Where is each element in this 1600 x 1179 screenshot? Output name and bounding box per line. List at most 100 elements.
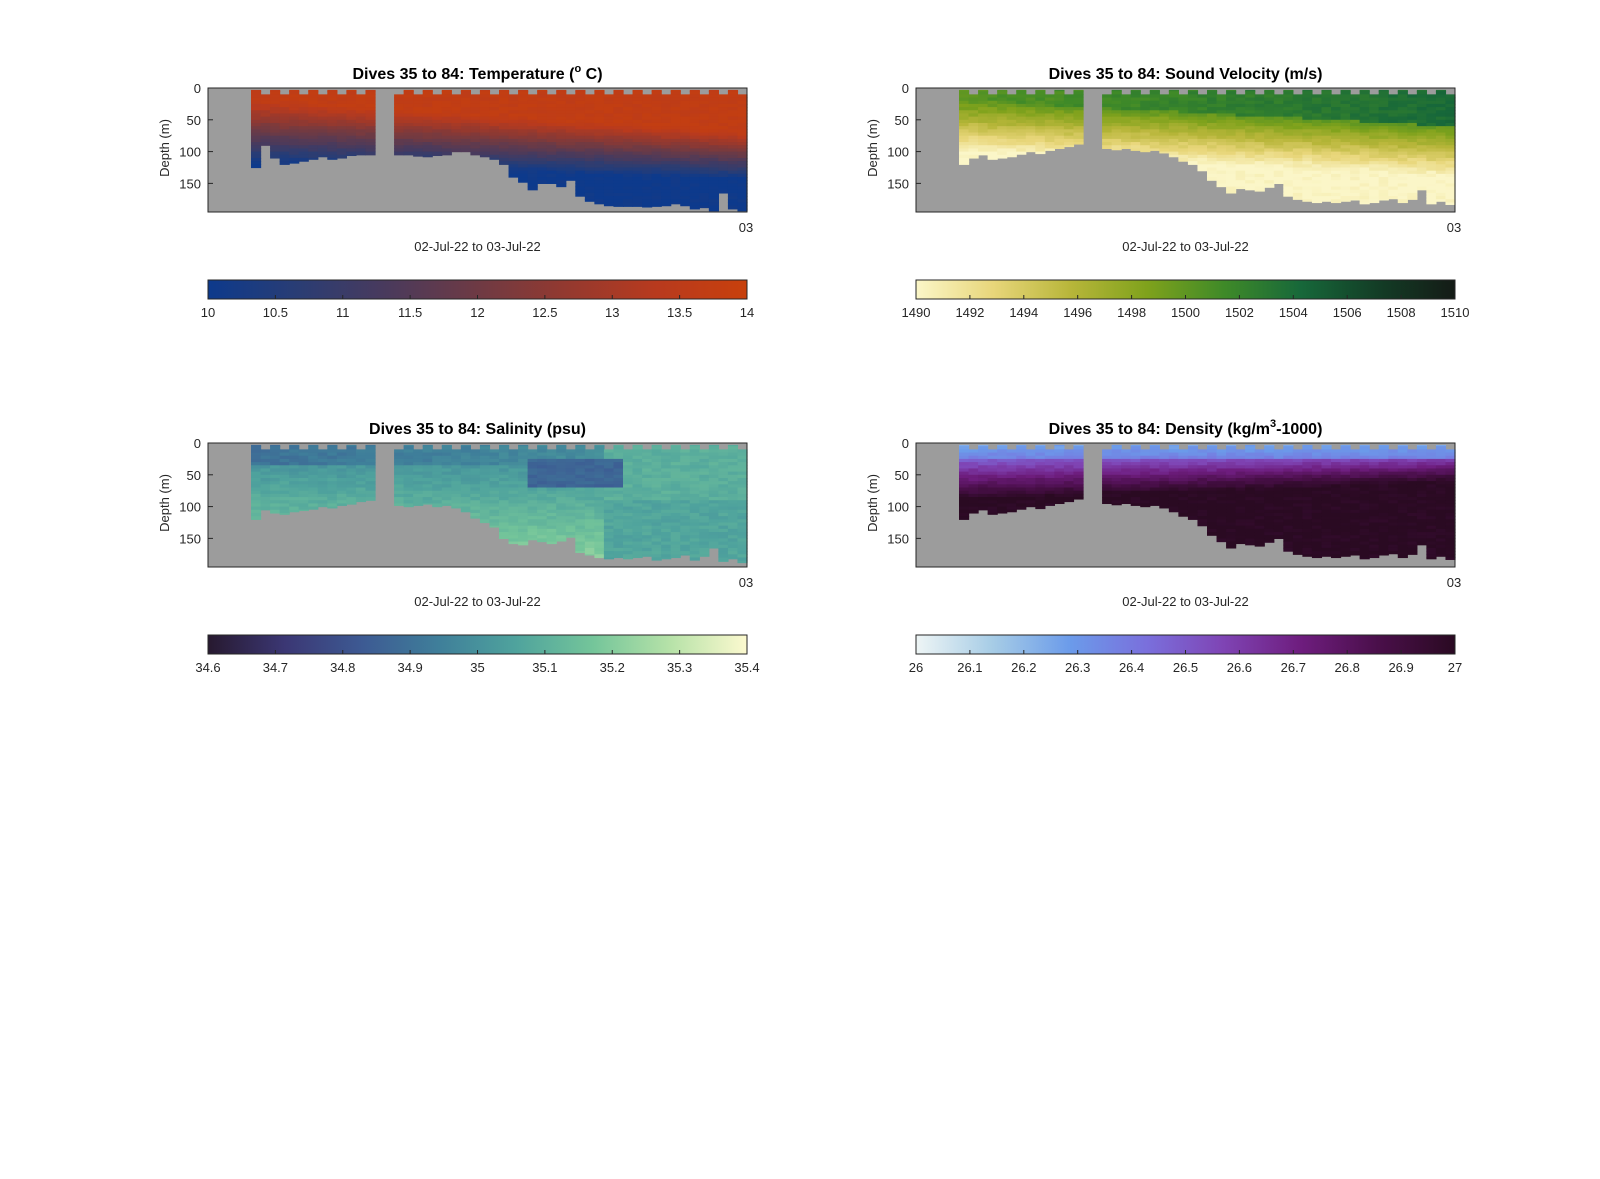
heatmap-cell <box>1197 142 1208 146</box>
heatmap-cell <box>1168 458 1179 463</box>
heatmap-cell <box>670 100 681 105</box>
heatmap-cell <box>959 142 970 146</box>
heatmap-cell <box>1035 94 1046 99</box>
heatmap-cell <box>1426 100 1437 105</box>
x-tick-label: 03 <box>739 575 753 590</box>
heatmap-cell <box>1254 145 1265 150</box>
heatmap-cell <box>1331 157 1342 162</box>
heatmap-cell <box>289 161 300 164</box>
heatmap-cell <box>1435 192 1447 197</box>
heatmap-cell <box>670 506 681 511</box>
heatmap-cell <box>499 490 510 495</box>
heatmap-cell <box>1044 500 1055 505</box>
heatmap-cell <box>1397 129 1408 134</box>
heatmap-cell <box>403 503 414 508</box>
heatmap-cell <box>699 183 710 188</box>
heatmap-cell <box>642 468 653 473</box>
heatmap-cell <box>270 126 281 130</box>
heatmap-cell <box>1426 119 1437 124</box>
heatmap-cell <box>1292 458 1303 463</box>
heatmap-cell <box>1121 487 1132 492</box>
heatmap-cell <box>556 506 567 511</box>
heatmap-cell <box>1407 110 1418 115</box>
heatmap-cell <box>565 148 576 153</box>
heatmap-cell <box>613 145 624 150</box>
heatmap-cell <box>689 196 700 200</box>
heatmap-cell <box>737 107 748 111</box>
heatmap-cell <box>556 522 567 527</box>
heatmap-cell <box>279 138 290 143</box>
heatmap-cell <box>1245 89 1256 92</box>
heatmap-cell <box>1245 154 1256 159</box>
heatmap-cell <box>422 490 433 495</box>
heatmap-cell <box>1273 528 1284 533</box>
heatmap-cell <box>642 493 653 498</box>
heatmap-cell <box>1264 493 1275 498</box>
heatmap-cell <box>718 557 729 562</box>
heatmap-cell <box>441 503 452 506</box>
heatmap-cell <box>1197 497 1208 501</box>
heatmap-cell <box>1187 468 1199 473</box>
heatmap-cell <box>1121 484 1132 489</box>
heatmap-cell <box>270 468 281 473</box>
heatmap-cell <box>651 557 662 561</box>
heatmap-cell <box>1187 135 1199 140</box>
heatmap-cell <box>1025 129 1036 134</box>
heatmap-cell <box>603 484 615 489</box>
heatmap-cell <box>1283 444 1294 447</box>
heatmap-cell <box>978 113 989 118</box>
heatmap-cell <box>632 135 643 140</box>
heatmap-cell <box>565 97 576 102</box>
heatmap-cell <box>499 100 510 105</box>
heatmap-cell <box>270 503 281 508</box>
heatmap-cell <box>1273 173 1284 178</box>
heatmap-cell <box>1235 506 1246 511</box>
heatmap-cell <box>1044 471 1055 476</box>
heatmap-cell <box>737 161 748 165</box>
heatmap-cell <box>1369 192 1380 197</box>
heatmap-cell <box>336 126 347 130</box>
heatmap-cell <box>422 481 433 485</box>
heatmap-cell <box>432 452 443 457</box>
heatmap-cell <box>336 458 347 463</box>
heatmap-cell <box>527 500 538 505</box>
heatmap-cell <box>1207 154 1218 159</box>
heatmap-cell <box>1187 138 1199 143</box>
heatmap-cell <box>1168 506 1179 511</box>
heatmap-cell <box>1025 119 1036 124</box>
heatmap-cell <box>479 100 491 105</box>
heatmap-cell <box>365 449 376 454</box>
heatmap-cell <box>565 471 576 476</box>
heatmap-cell <box>708 196 719 200</box>
heatmap-cell <box>441 446 452 450</box>
heatmap-cell <box>603 154 615 159</box>
heatmap-cell <box>1140 126 1151 130</box>
heatmap-cell <box>642 500 653 505</box>
heatmap-cell <box>327 446 338 450</box>
heatmap-cell <box>355 487 367 492</box>
heatmap-cell <box>594 138 605 143</box>
heatmap-cell <box>1216 154 1227 159</box>
heatmap-cell <box>1178 465 1189 470</box>
heatmap-cell <box>1187 465 1199 470</box>
heatmap-cell <box>1054 129 1065 134</box>
heatmap-cell <box>689 493 700 498</box>
heatmap-cell <box>987 497 998 501</box>
heatmap-cell <box>1397 189 1408 194</box>
heatmap-cell <box>270 103 281 108</box>
heatmap-cell <box>623 138 634 143</box>
heatmap-cell <box>441 103 452 108</box>
heatmap-cell <box>642 547 653 552</box>
heatmap-cell <box>978 446 989 450</box>
heatmap-cell <box>987 493 998 498</box>
heatmap-cell <box>422 103 433 108</box>
heatmap-cell <box>270 116 281 121</box>
heatmap-cell <box>451 129 462 134</box>
heatmap-cell <box>978 126 989 130</box>
heatmap-cell <box>470 487 481 492</box>
heatmap-cell <box>689 107 700 111</box>
heatmap-cell <box>1426 170 1437 175</box>
heatmap-cell <box>1254 138 1265 143</box>
heatmap-cell <box>613 177 624 181</box>
heatmap-cell <box>1245 107 1256 111</box>
